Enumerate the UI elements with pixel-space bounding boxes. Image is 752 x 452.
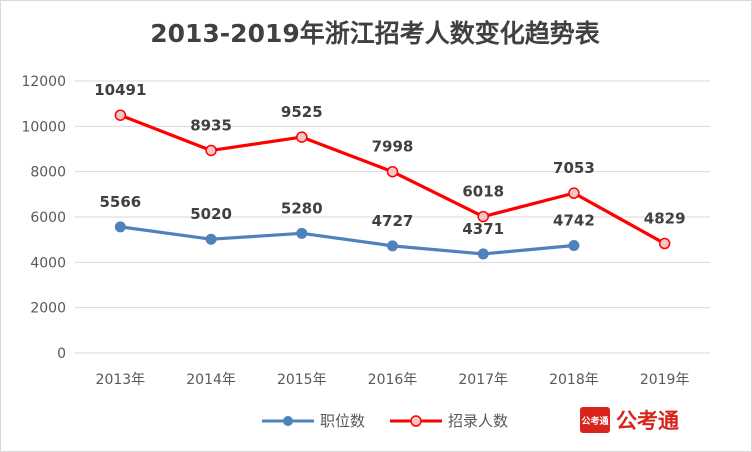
data-point <box>387 240 398 252</box>
x-tick-label: 2013年 <box>96 372 146 388</box>
y-tick-label: 2000 <box>30 301 66 317</box>
data-point <box>568 187 580 199</box>
y-tick-label: 0 <box>57 346 66 362</box>
data-point <box>114 221 126 233</box>
x-tick-label: 2019年 <box>640 372 690 388</box>
data-label: 8935 <box>190 116 232 134</box>
brand-watermark: 公考通 公考通 <box>580 405 679 435</box>
legend-marker <box>283 416 293 426</box>
chart-title: 2013-2019年浙江招考人数变化趋势表 <box>150 19 600 48</box>
x-tick-label: 2014年 <box>186 372 236 388</box>
data-point <box>114 109 127 121</box>
data-label: 5566 <box>99 193 141 211</box>
data-point <box>205 144 217 157</box>
legend-label: 职位数 <box>320 412 365 430</box>
data-point <box>568 240 580 252</box>
series-line <box>120 225 575 256</box>
data-point <box>477 248 489 260</box>
x-tick-label: 2018年 <box>549 372 599 388</box>
y-tick-label: 8000 <box>30 165 66 181</box>
data-point <box>205 233 217 245</box>
data-label: 5020 <box>190 205 232 223</box>
data-label: 5280 <box>281 199 323 217</box>
y-tick-label: 10000 <box>21 119 66 135</box>
y-tick-label: 12000 <box>21 74 66 90</box>
data-point <box>658 237 671 250</box>
data-label: 7053 <box>553 159 595 177</box>
y-tick-label: 4000 <box>30 255 66 271</box>
data-label: 6018 <box>462 183 504 201</box>
data-label: 4727 <box>372 212 414 230</box>
data-point <box>296 227 308 239</box>
x-tick-label: 2016年 <box>368 372 418 388</box>
data-label: 9525 <box>281 103 323 121</box>
data-label: 10491 <box>94 81 146 99</box>
legend-label: 招录人数 <box>448 412 508 430</box>
data-label: 4742 <box>553 212 595 230</box>
brand-name: 公考通 <box>616 409 679 433</box>
data-label: 4829 <box>644 210 686 228</box>
x-tick-label: 2015年 <box>277 372 327 388</box>
brand-logo-icon: 公考通 <box>580 407 610 433</box>
data-point <box>386 165 399 178</box>
data-point <box>296 131 308 143</box>
data-label: 4371 <box>462 220 504 238</box>
legend-marker <box>410 415 422 427</box>
x-tick-label: 2017年 <box>458 372 508 388</box>
data-point <box>477 210 489 223</box>
data-label: 7998 <box>372 138 414 156</box>
y-tick-label: 6000 <box>30 210 66 226</box>
